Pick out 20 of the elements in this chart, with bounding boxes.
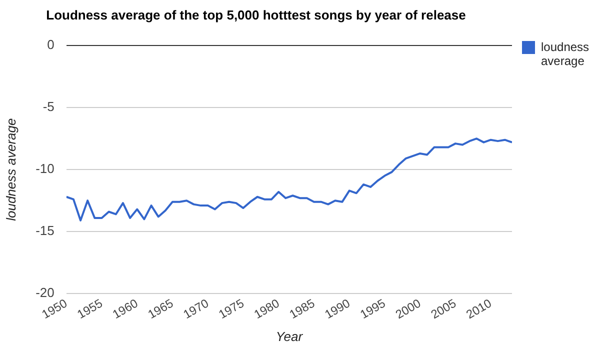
y-tick-label: -10 xyxy=(36,161,54,176)
x-tick-label: 1965 xyxy=(146,296,176,322)
y-tick-label: 0 xyxy=(47,37,54,52)
x-tick-label: 1995 xyxy=(358,296,388,322)
y-axis-title: loudness average xyxy=(3,118,18,221)
x-tick-label: 2000 xyxy=(393,296,424,322)
x-tick-label: 1970 xyxy=(180,296,212,322)
y-tick-label: -5 xyxy=(42,99,54,114)
x-tick-label: 2010 xyxy=(464,296,494,322)
x-tick-label: 1960 xyxy=(110,296,141,322)
x-tick-label: 1955 xyxy=(74,296,106,322)
chart-title: Loudness average of the top 5,000 hotttest songs by year of release xyxy=(46,7,466,22)
x-tick-label: 1980 xyxy=(252,296,282,322)
x-tick-label: 2005 xyxy=(428,296,459,322)
x-tick-label: 1975 xyxy=(216,296,247,322)
x-axis-title: Year xyxy=(276,328,304,344)
legend-label: loudness average xyxy=(541,40,590,68)
x-tick-label: 1990 xyxy=(322,296,353,322)
y-tick-label: -15 xyxy=(36,223,54,238)
x-tick-label: 1985 xyxy=(286,296,318,322)
